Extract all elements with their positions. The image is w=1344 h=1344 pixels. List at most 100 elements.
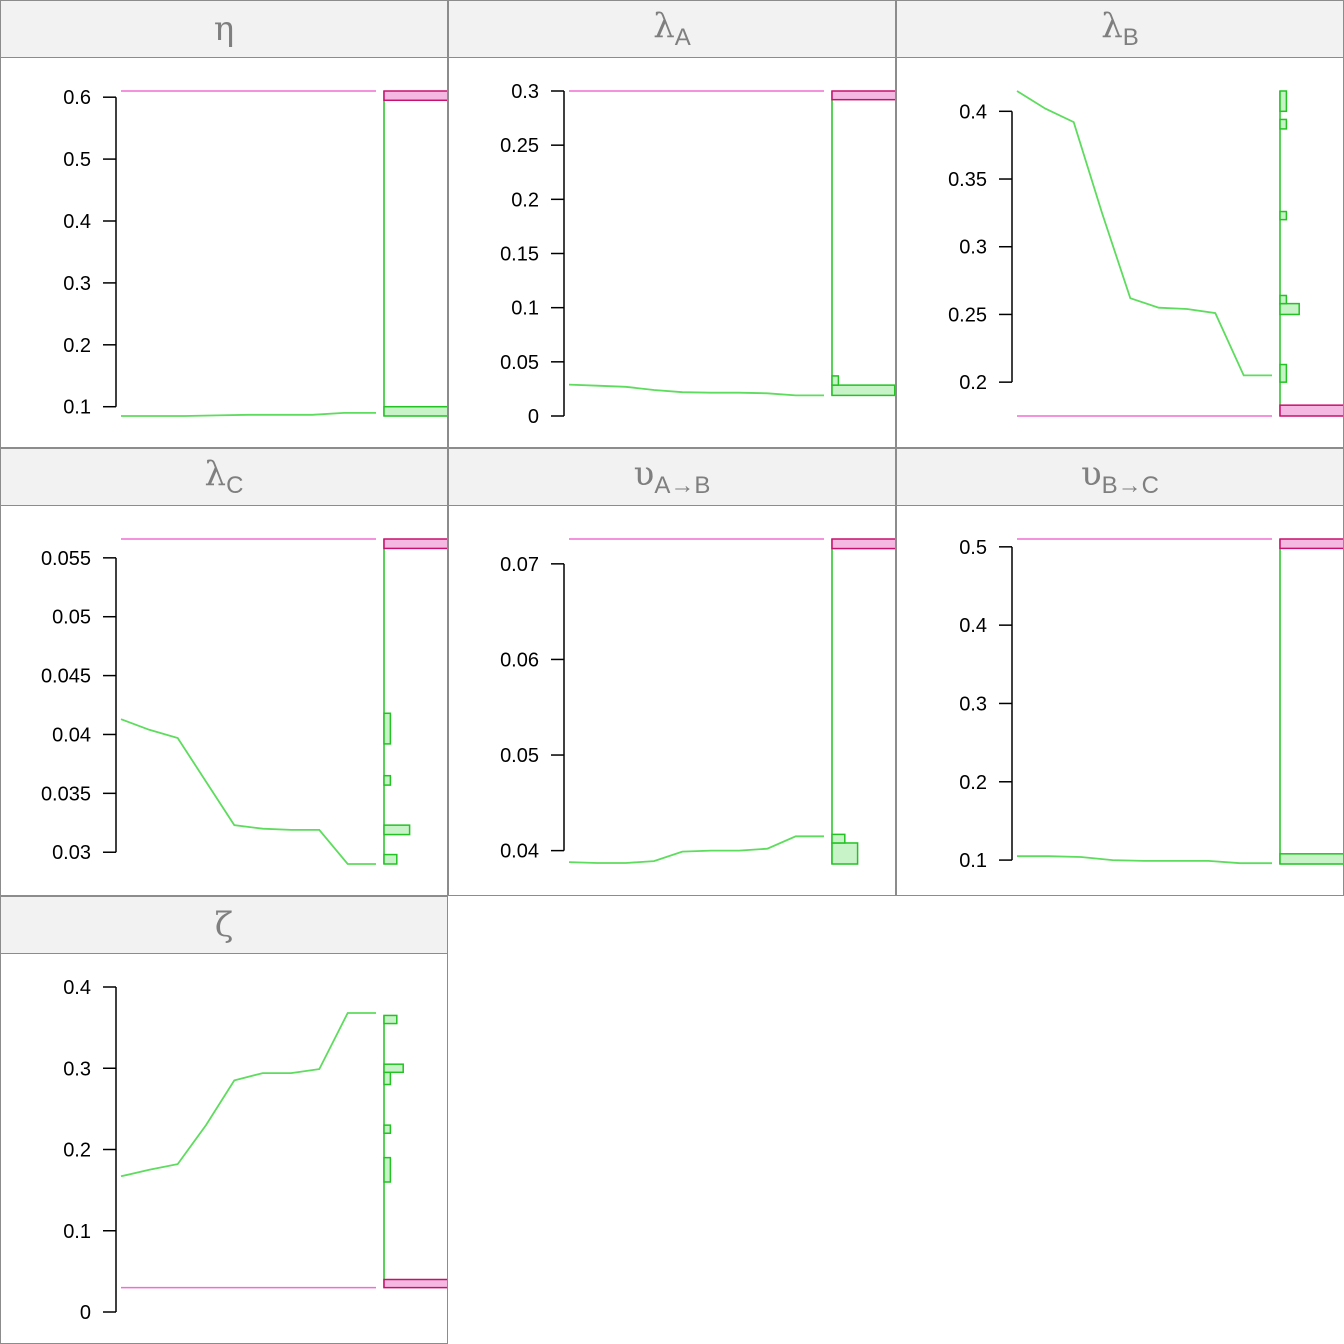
plot-upsilon-ab: 0.04 0.05 0.06 0.07 [500,538,895,865]
hist-bin [1279,302,1300,316]
y-tick-label: 0.07 [500,554,539,576]
plot-eta: 0.1 0.2 0.3 0.4 0.5 0.6 [63,87,447,419]
trace-line [120,1012,376,1178]
y-tick-label: 0.4 [959,101,987,123]
y-tick-label: 0 [528,406,539,428]
hist-bin [1279,90,1288,113]
y-tick-label: 0.045 [41,666,91,688]
hist-bin [383,853,398,865]
y-tick-label: 0.35 [948,169,987,191]
y-tick-label: 0.06 [500,649,539,671]
strip-upsilon-bc: υB→C [897,449,1343,506]
y-tick-label: 0.3 [63,273,91,295]
reference-bin [1279,404,1343,417]
y-tick-label: 0.1 [63,397,91,419]
reference-bin [383,1278,447,1289]
trace-line [568,383,824,397]
reference-bin [831,538,895,550]
panel-upsilon-ab: υA→B 0.04 0.05 0.06 0.07 [448,448,896,896]
hist-bin [383,712,392,745]
y-tick-label: 0.035 [41,783,91,805]
y-tick-label: 0 [80,1302,91,1324]
y-tick-label: 0.2 [63,1140,91,1162]
hist-bin [383,1014,398,1025]
y-tick-label: 0.2 [959,772,987,794]
strip-upsilon-ab: υA→B [449,449,895,506]
y-tick-label: 0.1 [511,298,539,320]
y-tick-label: 0.3 [959,693,987,715]
strip-zeta: ζ [1,897,447,954]
hist-bin [1279,853,1343,865]
strip-label-zeta: ζ [214,905,234,945]
y-tick-label: 0.4 [63,211,91,233]
strip-lambda-b: λB [897,1,1343,58]
y-tick-label: 0.2 [959,372,987,394]
hist-bin [383,1071,392,1086]
strip-label-upsilon-bc: υB→C [1080,453,1159,499]
plot-lambda-a: 0 0.05 0.1 0.15 0.2 0.25 0.3 [500,81,895,428]
y-tick-label: 0.15 [500,244,539,266]
y-tick-label: 0.5 [959,537,987,559]
panel-eta: η 0.1 0.2 0.3 0.4 0.5 0.6 [0,0,448,448]
panel-lambda-c: λC 0.03 0.035 0.04 0.045 0.05 0.055 [0,448,448,896]
strip-label-upsilon-ab: υA→B [633,453,711,499]
y-tick-label: 0.3 [511,81,539,103]
plot-upsilon-bc: 0.1 0.2 0.3 0.4 0.5 [959,537,1343,872]
strip-label-lambda-b: λB [1101,5,1139,51]
reference-bin [383,90,447,102]
y-tick-label: 0.05 [500,745,539,767]
panel-upsilon-bc: υB→C 0.1 0.2 0.3 0.4 0.5 [896,448,1344,896]
hist-bin [831,833,846,844]
y-tick-label: 0.25 [948,304,987,326]
y-tick-label: 0.04 [500,841,539,863]
y-tick-label: 0.03 [52,842,91,864]
plot-zeta: 0 0.1 0.2 0.3 0.4 [63,977,447,1324]
y-tick-label: 0.055 [41,548,91,570]
trace-line [568,835,824,864]
strip-eta: η [1,1,447,58]
panel-lambda-b: λB 0.2 0.25 0.3 0.35 0.4 [896,0,1344,448]
strip-label-lambda-c: λC [204,453,244,499]
plot-lambda-c: 0.03 0.035 0.04 0.045 0.05 0.055 [41,538,447,865]
y-tick-label: 0.4 [63,977,91,999]
trace-line [1017,855,1272,865]
hist-bin [383,824,411,836]
hist-bin [1279,210,1288,221]
strip-label-lambda-a: λA [653,5,691,51]
panel-zeta: ζ 0 0.1 0.2 0.3 0.4 [0,896,448,1344]
y-tick-label: 0.3 [63,1058,91,1080]
y-tick-label: 0.2 [511,189,539,211]
reference-bin [383,538,447,550]
y-tick-label: 0.04 [52,724,91,746]
strip-label-eta: η [213,9,235,49]
hist-bin [383,774,392,786]
y-tick-label: 0.4 [959,615,987,637]
trace-line [120,718,376,865]
hist-bin [831,842,859,865]
hist-bin [383,1124,392,1134]
strip-lambda-c: λC [1,449,447,506]
reference-bin [831,90,895,101]
y-tick-label: 0.05 [52,607,91,629]
hist-bin [831,384,895,397]
y-tick-label: 0.5 [63,149,91,171]
y-tick-label: 0.3 [959,237,987,259]
plot-lambda-b: 0.2 0.25 0.3 0.35 0.4 [948,90,1343,417]
y-tick-label: 0.25 [500,135,539,157]
hist-bin [383,405,447,417]
hist-bin [1279,294,1288,305]
y-tick-label: 0.2 [63,335,91,357]
hist-bin [383,1063,404,1074]
panel-lambda-a: λA 0 0.05 0.1 0.15 0.2 0.25 0.3 [448,0,896,448]
hist-bin [831,375,840,386]
strip-lambda-a: λA [449,1,895,58]
reference-bin [1279,538,1343,550]
y-tick-label: 0.1 [63,1221,91,1243]
y-tick-label: 0.6 [63,87,91,109]
y-tick-label: 0.1 [959,850,987,872]
trace-line [1016,90,1272,377]
hist-bin [1279,363,1288,383]
y-tick-label: 0.05 [500,352,539,374]
trace-line [121,411,376,417]
hist-bin [1279,118,1288,130]
